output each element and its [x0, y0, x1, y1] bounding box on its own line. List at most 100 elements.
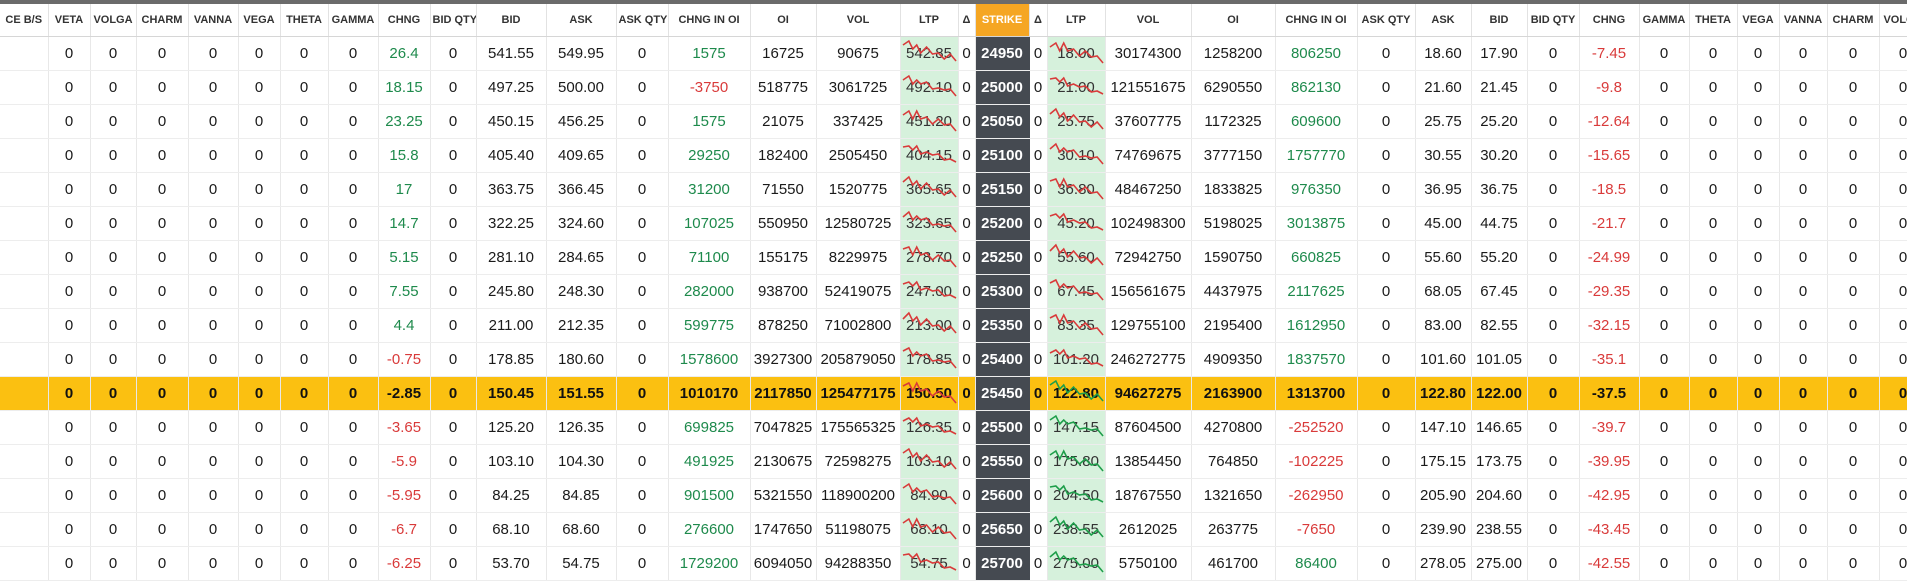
strike-price-cell[interactable]: 25650 [975, 512, 1030, 547]
pe-ltp-cell[interactable]: 67.45 [1047, 274, 1106, 309]
header-ce-ce-b-s[interactable]: CE B/S [0, 4, 49, 37]
strike-price-cell[interactable]: 25700 [975, 546, 1030, 581]
header-pe-volga[interactable]: VOLGA [1879, 4, 1907, 37]
strike-price-cell[interactable]: 25500 [975, 410, 1030, 445]
strike-price-cell[interactable]: 25300 [975, 274, 1030, 309]
strike-price-cell[interactable]: 25600 [975, 478, 1030, 513]
ce-ltp-cell[interactable]: 451.20 [900, 104, 959, 139]
ce-buy-sell-cell[interactable] [0, 376, 49, 411]
ce-ltp-cell[interactable]: 150.50 [900, 376, 959, 411]
strike-price-cell[interactable]: 25150 [975, 172, 1030, 207]
pe-ltp-cell[interactable]: 101.20 [1047, 342, 1106, 377]
ce-buy-sell-cell[interactable] [0, 512, 49, 547]
ce-buy-sell-cell[interactable] [0, 70, 49, 105]
ce-ltp-cell[interactable]: 404.15 [900, 138, 959, 173]
ce-buy-sell-cell[interactable] [0, 172, 49, 207]
ce-ltp-cell[interactable]: 247.00 [900, 274, 959, 309]
ce-buy-sell-cell[interactable] [0, 478, 49, 513]
strike-price-cell[interactable]: 25250 [975, 240, 1030, 275]
ce-ltp-cell[interactable]: 84.90 [900, 478, 959, 513]
ce-ltp-cell[interactable]: 178.85 [900, 342, 959, 377]
header-pe-gamma[interactable]: GAMMA [1639, 4, 1690, 37]
ce-buy-sell-cell[interactable] [0, 206, 49, 241]
ce-ltp-cell[interactable]: 365.65 [900, 172, 959, 207]
strike-price-cell[interactable]: 25400 [975, 342, 1030, 377]
header-pe-chng-in-oi[interactable]: CHNG IN OI [1275, 4, 1358, 37]
header-ce-vol[interactable]: VOL [816, 4, 901, 37]
header-ce-chng-in-oi[interactable]: CHNG IN OI [668, 4, 751, 37]
table-row[interactable]: 0 0 0 0 0 0 0 -6.25 0 53.70 54.75 0 1729200 6094050 94… [0, 546, 1907, 581]
header-pe-ltp[interactable]: LTP [1047, 4, 1106, 37]
strike-price-cell[interactable]: 25050 [975, 104, 1030, 139]
ce-ltp-cell[interactable]: 68.10 [900, 512, 959, 547]
header-ce-[interactable]: Δ [958, 4, 976, 37]
header-pe-bid[interactable]: BID [1471, 4, 1528, 37]
pe-ltp-cell[interactable]: 55.60 [1047, 240, 1106, 275]
header-pe-[interactable]: Δ [1029, 4, 1048, 37]
header-pe-vol[interactable]: VOL [1105, 4, 1192, 37]
strike-price-cell[interactable]: 25200 [975, 206, 1030, 241]
pe-ltp-cell[interactable]: 275.00 [1047, 546, 1106, 581]
table-row[interactable]: 0 0 0 0 0 0 0 -6.7 0 68.10 68.60 0 276600 1747650 5119… [0, 512, 1907, 547]
header-ce-bid[interactable]: BID [476, 4, 547, 37]
table-row[interactable]: 0 0 0 0 0 0 0 -5.95 0 84.25 84.85 0 901500 5321550 118… [0, 478, 1907, 513]
header-pe-bid-qty[interactable]: BID QTY [1527, 4, 1580, 37]
header-ce-theta[interactable]: THETA [280, 4, 329, 37]
header-ce-bid-qty[interactable]: BID QTY [430, 4, 477, 37]
ce-buy-sell-cell[interactable] [0, 444, 49, 479]
pe-ltp-cell[interactable]: 175.80 [1047, 444, 1106, 479]
ce-buy-sell-cell[interactable] [0, 308, 49, 343]
header-pe-charm[interactable]: CHARM [1827, 4, 1880, 37]
header-strike[interactable]: STRIKE [975, 4, 1030, 37]
pe-ltp-cell[interactable]: 83.35 [1047, 308, 1106, 343]
table-row[interactable]: 0 0 0 0 0 0 0 -5.9 0 103.10 104.30 0 491925 2130675 72… [0, 444, 1907, 479]
strike-price-cell[interactable]: 25350 [975, 308, 1030, 343]
header-ce-vanna[interactable]: VANNA [188, 4, 239, 37]
table-row[interactable]: 0 0 0 0 0 0 0 7.55 0 245.80 248.30 0 282000 938700 524… [0, 274, 1907, 309]
table-row[interactable]: 0 0 0 0 0 0 0 5.15 0 281.10 284.65 0 71100 155175 8229… [0, 240, 1907, 275]
header-ce-oi[interactable]: OI [750, 4, 817, 37]
ce-buy-sell-cell[interactable] [0, 240, 49, 275]
header-pe-vanna[interactable]: VANNA [1779, 4, 1828, 37]
ce-ltp-cell[interactable]: 103.10 [900, 444, 959, 479]
table-row[interactable]: 0 0 0 0 0 0 0 -0.75 0 178.85 180.60 0 1578600 3927300… [0, 342, 1907, 377]
pe-ltp-cell[interactable]: 204.50 [1047, 478, 1106, 513]
header-ce-gamma[interactable]: GAMMA [328, 4, 379, 37]
header-pe-vega[interactable]: VEGA [1737, 4, 1780, 37]
table-row[interactable]: 0 0 0 0 0 0 0 15.8 0 405.40 409.65 0 29250 182400 2505… [0, 138, 1907, 173]
ce-ltp-cell[interactable]: 323.65 [900, 206, 959, 241]
strike-price-cell[interactable]: 24950 [975, 36, 1030, 71]
ce-ltp-cell[interactable]: 126.35 [900, 410, 959, 445]
header-ce-ask[interactable]: ASK [546, 4, 617, 37]
ce-ltp-cell[interactable]: 542.85 [900, 36, 959, 71]
pe-ltp-cell[interactable]: 21.00 [1047, 70, 1106, 105]
ce-buy-sell-cell[interactable] [0, 546, 49, 581]
header-ce-ask-qty[interactable]: ASK QTY [616, 4, 669, 37]
ce-buy-sell-cell[interactable] [0, 104, 49, 139]
strike-price-cell[interactable]: 25450 [975, 376, 1030, 411]
strike-price-cell[interactable]: 25100 [975, 138, 1030, 173]
header-pe-oi[interactable]: OI [1191, 4, 1276, 37]
header-ce-veta[interactable]: VETA [48, 4, 91, 37]
pe-ltp-cell[interactable]: 18.00 [1047, 36, 1106, 71]
pe-ltp-cell[interactable]: 30.10 [1047, 138, 1106, 173]
header-ce-chng[interactable]: CHNG [378, 4, 431, 37]
strike-price-cell[interactable]: 25550 [975, 444, 1030, 479]
ce-buy-sell-cell[interactable] [0, 274, 49, 309]
ce-ltp-cell[interactable]: 54.75 [900, 546, 959, 581]
pe-ltp-cell[interactable]: 238.55 [1047, 512, 1106, 547]
ce-buy-sell-cell[interactable] [0, 342, 49, 377]
header-pe-chng[interactable]: CHNG [1579, 4, 1640, 37]
header-pe-ask-qty[interactable]: ASK QTY [1357, 4, 1416, 37]
header-ce-ltp[interactable]: LTP [900, 4, 959, 37]
table-row[interactable]: 0 0 0 0 0 0 0 26.4 0 541.55 549.95 0 1575 16725 90675 5… [0, 36, 1907, 71]
table-row[interactable]: 0 0 0 0 0 0 0 23.25 0 450.15 456.25 0 1575 21075 33742… [0, 104, 1907, 139]
ce-buy-sell-cell[interactable] [0, 138, 49, 173]
table-row[interactable]: 0 0 0 0 0 0 0 17 0 363.75 366.45 0 31200 71550 1520775… [0, 172, 1907, 207]
ce-buy-sell-cell[interactable] [0, 410, 49, 445]
header-ce-vega[interactable]: VEGA [238, 4, 281, 37]
ce-ltp-cell[interactable]: 213.00 [900, 308, 959, 343]
ce-buy-sell-cell[interactable] [0, 36, 49, 71]
strike-price-cell[interactable]: 25000 [975, 70, 1030, 105]
pe-ltp-cell[interactable]: 45.20 [1047, 206, 1106, 241]
